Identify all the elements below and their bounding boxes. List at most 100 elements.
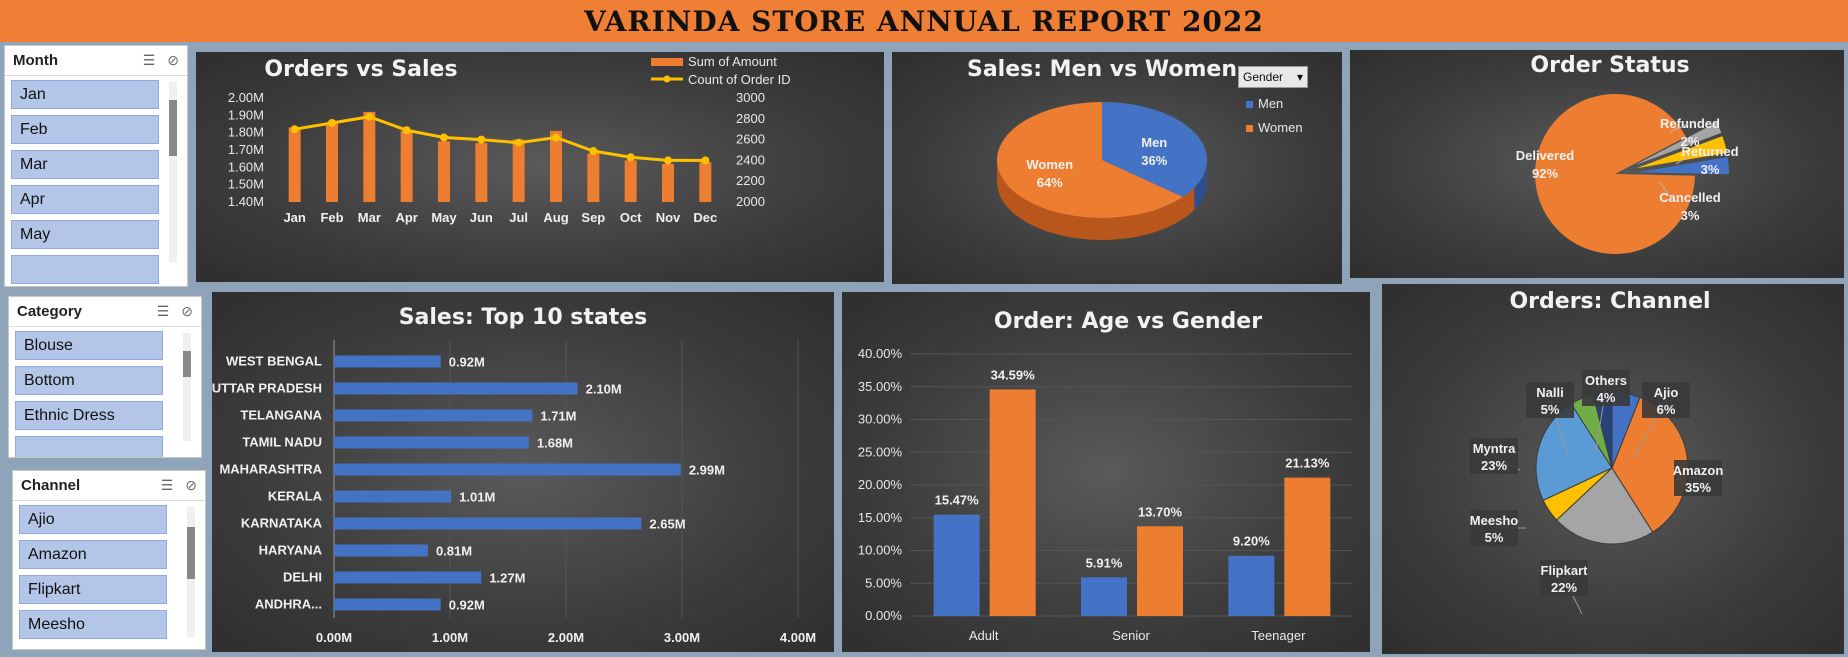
x-tick-label: Adult: [969, 628, 999, 643]
order-status-panel: Order Status Delivered 92% Refunded 2% Return…: [1350, 50, 1844, 278]
slice-category-label: Refunded: [1660, 116, 1720, 131]
x-tick-label: Nov: [656, 210, 681, 225]
y2-tick-label: 2600: [736, 132, 765, 147]
scroll-thumb[interactable]: [187, 527, 195, 579]
top-states-panel: Sales: Top 10 states 0.00M 1.00M 2.00M 3.00M…: [212, 292, 834, 652]
point-count-nov: [664, 156, 672, 165]
slicer-item-feb[interactable]: Feb: [11, 115, 159, 144]
men-vs-women-panel: Sales: Men vs Women Men 36% Women 64% Men Wome…: [892, 52, 1342, 284]
slice-percent-label: 5%: [1485, 530, 1504, 545]
data-label: 1.27M: [489, 571, 525, 586]
slicer-item-meesho[interactable]: Meesho: [19, 610, 167, 639]
slice-category-label: Nalli: [1536, 385, 1563, 400]
y-tick-label: 1.60M: [228, 159, 264, 174]
y-tick-label: UTTAR PRADESH: [212, 381, 322, 396]
slicer-item-ajio[interactable]: Ajio: [19, 505, 167, 534]
month-slicer-scrollbar[interactable]: [169, 82, 177, 262]
x-tick-label: Dec: [693, 210, 717, 225]
y2-tick-label: 2000: [736, 194, 765, 209]
scroll-thumb[interactable]: [183, 351, 191, 377]
slice-percent-label: 22%: [1551, 580, 1577, 595]
data-label: 34.59%: [991, 367, 1036, 382]
data-label: 15.47%: [935, 493, 980, 508]
bar-senior-series-1: [1137, 526, 1183, 616]
leader-line: [1659, 181, 1673, 201]
slice-percent-label: 2%: [1681, 134, 1700, 149]
slice-percent-label: 35%: [1685, 480, 1711, 495]
legend-marker-count-of-order-id: [663, 75, 671, 83]
bar-sum-of-amount-mar: [363, 111, 376, 202]
slice-percent-label: 36%: [1141, 153, 1167, 168]
clear-filter-icon[interactable]: ⊘: [185, 477, 197, 493]
top-states-chart: Sales: Top 10 states 0.00M 1.00M 2.00M 3.00M…: [212, 305, 816, 645]
bar-sum-of-amount-jan: [288, 127, 301, 202]
y-tick-label: HARYANA: [259, 543, 323, 558]
slice-category-label: Men: [1141, 135, 1167, 150]
report-title: VARINDA STORE ANNUAL REPORT 2022: [584, 4, 1264, 38]
x-tick-label: 1.00M: [432, 630, 468, 645]
slicer-item-partial[interactable]: [15, 436, 163, 457]
month-slicer: Month ☰ ⊘ Jan Feb Mar Apr May: [4, 45, 188, 287]
channel-slicer-scrollbar[interactable]: [187, 507, 195, 637]
clear-filter-icon[interactable]: ⊘: [167, 52, 179, 68]
multi-select-icon[interactable]: ☰: [142, 52, 156, 68]
slicer-item-ethnic-dress[interactable]: Ethnic Dress: [15, 401, 163, 430]
men-vs-women-chart: Sales: Men vs Women Men 36% Women 64% Men Wome…: [967, 57, 1303, 240]
leader-line: [1675, 153, 1693, 165]
report-title-bar: VARINDA STORE ANNUAL REPORT 2022: [0, 0, 1848, 42]
data-label: 2.65M: [649, 517, 685, 532]
slicer-item-flipkart[interactable]: Flipkart: [19, 575, 167, 604]
slicer-item-apr[interactable]: Apr: [11, 185, 159, 214]
point-count-jan: [290, 125, 299, 134]
scroll-thumb[interactable]: [169, 100, 177, 156]
point-count-sep: [589, 147, 598, 156]
y-tick-label: DELHI: [283, 570, 322, 585]
y-tick-label: 35.00%: [858, 379, 903, 394]
order-status-chart: Order Status Delivered 92% Refunded 2%Return…: [1516, 53, 1739, 254]
slicer-item-may[interactable]: May: [11, 220, 159, 249]
slice-percent-label: 3%: [1681, 208, 1700, 223]
slicer-item-blouse[interactable]: Blouse: [15, 331, 163, 360]
x-tick-label: Teenager: [1251, 628, 1306, 643]
orders-vs-sales-panel: Orders vs Sales 2.00M 1.90M 1.80M 1.70M 1.60M…: [196, 52, 884, 282]
gender-filter-dropdown[interactable]: Gender ▾: [1238, 66, 1308, 88]
legend-label-women: Women: [1258, 120, 1303, 135]
slicer-item-bottom[interactable]: Bottom: [15, 366, 163, 395]
slicer-item-amazon[interactable]: Amazon: [19, 540, 167, 569]
y-tick-label: ANDHRA...: [255, 597, 322, 612]
pie-slice-delivered: [1535, 93, 1695, 254]
bar-senior-series-0: [1081, 577, 1127, 616]
age-vs-gender-chart: Order: Age vs Gender 40.00% 35.00% 30.00% 25…: [858, 309, 1352, 643]
dropdown-arrow-icon: ▾: [1296, 70, 1303, 84]
y-tick-label: 20.00%: [858, 477, 903, 492]
slice-category-label: Amazon: [1673, 463, 1724, 478]
slicer-item-partial[interactable]: [11, 255, 159, 284]
y-tick-label: 1.90M: [228, 107, 264, 122]
bar-kerala: [334, 490, 452, 503]
slicer-item-mar[interactable]: Mar: [11, 150, 159, 179]
category-slicer-scrollbar[interactable]: [183, 333, 191, 441]
point-count-apr: [402, 126, 411, 135]
bar-tamil-nadu: [334, 436, 529, 449]
y-tick-label: 2.00M: [228, 90, 264, 105]
pie-slice-refunded: [1635, 122, 1722, 166]
label-box: [1470, 510, 1518, 546]
point-count-oct: [626, 153, 635, 162]
bar-uttar-pradesh: [334, 382, 578, 395]
slice-category-label: Delivered: [1516, 148, 1575, 163]
x-tick-label: Aug: [543, 210, 568, 225]
legend-label-sum-of-amount: Sum of Amount: [688, 54, 777, 69]
slicer-item-jan[interactable]: Jan: [11, 80, 159, 109]
bar-sum-of-amount-may: [438, 141, 450, 202]
x-tick-label: Jun: [470, 210, 493, 225]
x-tick-label: Feb: [320, 210, 343, 225]
y-tick-label: 15.00%: [858, 510, 903, 525]
y-tick-label: 1.40M: [228, 194, 264, 209]
bar-sum-of-amount-aug: [550, 130, 562, 202]
label-box: [1642, 382, 1690, 418]
clear-filter-icon[interactable]: ⊘: [181, 303, 193, 319]
multi-select-icon[interactable]: ☰: [160, 477, 174, 493]
y2-tick-label: 3000: [736, 90, 765, 105]
multi-select-icon[interactable]: ☰: [156, 303, 170, 319]
bar-sum-of-amount-oct: [624, 160, 637, 202]
